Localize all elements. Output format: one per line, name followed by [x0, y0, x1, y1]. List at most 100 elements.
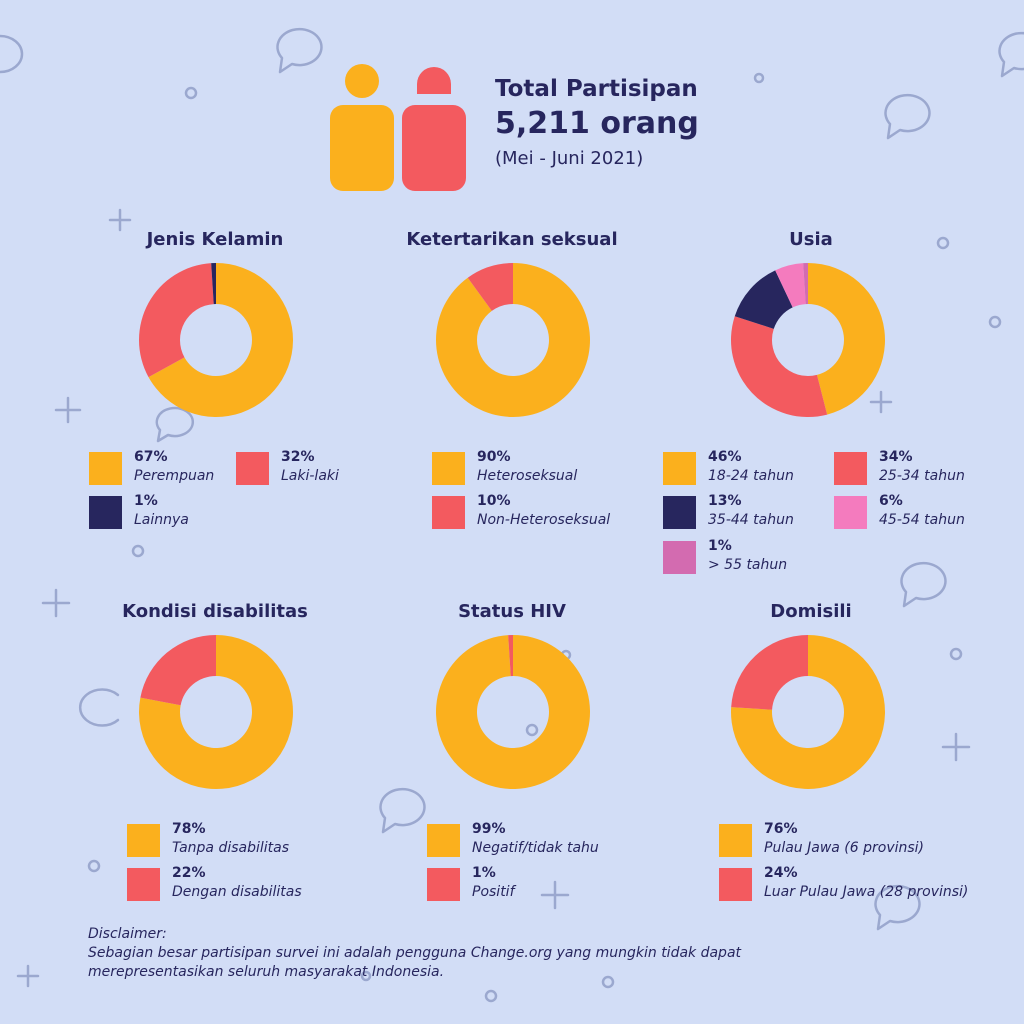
legend-item-55-tahun: 1% > 55 tahun — [663, 537, 843, 577]
legend-item-heteroseksual: 90% Heteroseksual — [432, 448, 612, 488]
slice-negatif-tidak-tahu — [436, 635, 590, 789]
legend-label: Tanpa disabilitas — [172, 840, 290, 856]
survey-period: (Mei - Juni 2021) — [495, 148, 644, 169]
legend-percentage: 34% — [879, 449, 913, 465]
slice-55-tahun — [803, 263, 808, 305]
slice-perempuan — [148, 263, 293, 417]
legend-swatch — [663, 452, 696, 485]
legend-percentage: 1% — [134, 493, 158, 509]
legend-label: Lainnya — [134, 512, 189, 528]
legend-percentage: 67% — [134, 449, 168, 465]
plus-icon — [108, 208, 132, 232]
speech-bubble-icon — [998, 31, 1024, 78]
chart-panel-status-hiv: Status HIV 99% Negatif/tidak tahu 1% Positif — [352, 600, 672, 960]
disclaimer-heading: Disclaimer: — [88, 926, 167, 942]
slice-18-24-tahun — [808, 263, 885, 415]
legend-label: Pulau Jawa (6 provinsi) — [764, 840, 925, 856]
chart-title: Domisili — [770, 601, 852, 622]
ring-icon — [360, 970, 372, 982]
disclaimer-line: Sebagian besar partisipan survei ini ada… — [88, 945, 742, 961]
legend-label: Non-Heteroseksual — [477, 512, 611, 528]
legend-swatch — [427, 824, 460, 857]
legend-item-45-54-tahun: 6% 45-54 tahun — [834, 492, 1014, 532]
chart-panel-usia: Usia 46% 18-24 tahun 34% 25-34 tahun 13% 35-44… — [651, 228, 971, 588]
legend-swatch — [127, 868, 160, 901]
legend-percentage: 76% — [764, 821, 798, 837]
speech-bubble-icon — [900, 561, 947, 608]
legend-percentage: 99% — [472, 821, 506, 837]
chart-title: Status HIV — [458, 601, 566, 622]
person-head-red — [417, 67, 451, 94]
legend-swatch — [89, 452, 122, 485]
legend-swatch — [89, 496, 122, 529]
plus-icon — [41, 588, 71, 618]
legend-label: Luar Pulau Jawa (28 provinsi) — [764, 884, 969, 900]
ring-icon — [936, 236, 950, 250]
legend-swatch — [719, 824, 752, 857]
speech-bubble-icon — [155, 406, 195, 443]
slice-35-44-tahun — [734, 270, 793, 329]
legend-item-lainnya: 1% Lainnya — [89, 492, 269, 532]
plus-icon — [941, 732, 971, 762]
chart-panel-kondisi-disabilitas: Kondisi disabilitas 78% Tanpa disabilitas 2… — [55, 600, 375, 960]
donut-chart — [731, 635, 885, 789]
chart-panel-domisili: Domisili 76% Pulau Jawa (6 provinsi) 24% Lua… — [651, 600, 971, 960]
header-title: Total Partisipan — [495, 76, 698, 102]
disclaimer: Disclaimer: Sebagian besar partisipan su… — [88, 925, 788, 982]
legend-percentage: 1% — [472, 865, 496, 881]
person-body-red — [402, 105, 466, 191]
legend-label: > 55 tahun — [708, 557, 788, 573]
legend-item-positif: 1% Positif — [427, 864, 607, 904]
legend-item-luar-pulau-jawa-28-provinsi: 24% Luar Pulau Jawa (28 provinsi) — [719, 864, 968, 904]
donut-chart — [139, 263, 293, 417]
legend-label: Heteroseksual — [477, 468, 578, 484]
plus-icon — [869, 390, 893, 414]
legend-item-dengan-disabilitas: 22% Dengan disabilitas — [127, 864, 307, 904]
slice-45-54-tahun — [775, 263, 806, 308]
legend-percentage: 78% — [172, 821, 206, 837]
header-text: Total Partisipan 5,211 orang (Mei - Juni… — [495, 74, 699, 172]
slice-lainnya — [211, 263, 216, 305]
legend-swatch — [834, 452, 867, 485]
legend-percentage: 1% — [708, 538, 732, 554]
legend-item-negatif-tidak-tahu: 99% Negatif/tidak tahu — [427, 820, 607, 860]
legend-percentage: 10% — [477, 493, 511, 509]
legend-swatch — [432, 496, 465, 529]
donut-chart — [436, 635, 590, 789]
chart-title: Usia — [789, 229, 833, 250]
plus-icon — [54, 396, 82, 424]
legend-swatch — [236, 452, 269, 485]
legend-item-perempuan: 67% Perempuan — [89, 448, 269, 488]
legend-item-pulau-jawa-6-provinsi: 76% Pulau Jawa (6 provinsi) — [719, 820, 924, 860]
legend-label: 25-34 tahun — [879, 468, 965, 484]
ring-icon — [87, 859, 101, 873]
legend-item-18-24-tahun: 46% 18-24 tahun — [663, 448, 843, 488]
legend-swatch — [127, 824, 160, 857]
slice-luar-pulau-jawa-28-provinsi — [731, 635, 808, 710]
legend-item-non-heteroseksual: 10% Non-Heteroseksual — [432, 492, 612, 532]
speech-bubble-icon — [0, 34, 24, 74]
slice-pulau-jawa-6-provinsi — [731, 635, 885, 789]
legend-item-laki-laki: 32% Laki-laki — [236, 448, 416, 488]
donut-chart — [731, 263, 885, 417]
ring-icon — [601, 975, 615, 989]
chart-panel-ketertarikan-seksual: Ketertarikan seksual 90% Heteroseksual 10% N… — [352, 228, 672, 588]
donut-chart — [139, 635, 293, 789]
slice-positif — [508, 635, 513, 677]
legend-percentage: 32% — [281, 449, 315, 465]
disclaimer-line: merepresentasikan seluruh masyarakat Ind… — [88, 964, 445, 980]
participant-count: 5,211 orang — [495, 106, 699, 141]
legend-swatch — [719, 868, 752, 901]
plus-icon — [16, 964, 40, 988]
chart-title: Jenis Kelamin — [146, 229, 284, 250]
ring-icon — [484, 989, 498, 1003]
legend-percentage: 90% — [477, 449, 511, 465]
slice-25-34-tahun — [731, 316, 828, 417]
speech-bubble-icon — [276, 27, 323, 74]
slice-non-heteroseksual — [467, 263, 513, 311]
legend-label: 35-44 tahun — [708, 512, 794, 528]
legend-label: Dengan disabilitas — [172, 884, 302, 900]
ring-icon — [949, 647, 963, 661]
legend-label: Laki-laki — [281, 468, 339, 484]
